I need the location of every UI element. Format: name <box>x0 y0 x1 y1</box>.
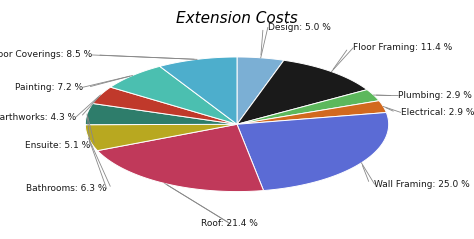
Polygon shape <box>98 124 264 192</box>
Text: Floor Coverings: 8.5 %: Floor Coverings: 8.5 % <box>0 50 92 60</box>
Text: Ensuite: 5.1 %: Ensuite: 5.1 % <box>25 141 90 150</box>
Polygon shape <box>237 90 379 124</box>
Polygon shape <box>160 57 237 124</box>
Polygon shape <box>85 103 237 125</box>
Polygon shape <box>237 113 389 190</box>
Polygon shape <box>237 60 367 124</box>
Polygon shape <box>93 87 237 124</box>
Text: Roof: 21.4 %: Roof: 21.4 % <box>201 219 258 228</box>
Text: Bathrooms: 6.3 %: Bathrooms: 6.3 % <box>26 184 107 193</box>
Text: Plumbing: 2.9 %: Plumbing: 2.9 % <box>398 91 472 100</box>
Polygon shape <box>237 57 284 124</box>
Text: Extension Costs: Extension Costs <box>176 11 298 26</box>
Polygon shape <box>85 124 237 151</box>
Text: Electrical: 2.9 %: Electrical: 2.9 % <box>401 108 474 117</box>
Polygon shape <box>237 101 386 124</box>
Text: Earthworks: 4.3 %: Earthworks: 4.3 % <box>0 113 76 122</box>
Text: Design: 5.0 %: Design: 5.0 % <box>268 23 331 32</box>
Text: Wall Framing: 25.0 %: Wall Framing: 25.0 % <box>374 179 470 189</box>
Text: Floor Framing: 11.4 %: Floor Framing: 11.4 % <box>353 43 452 52</box>
Polygon shape <box>110 66 237 124</box>
Text: Painting: 7.2 %: Painting: 7.2 % <box>15 83 83 92</box>
